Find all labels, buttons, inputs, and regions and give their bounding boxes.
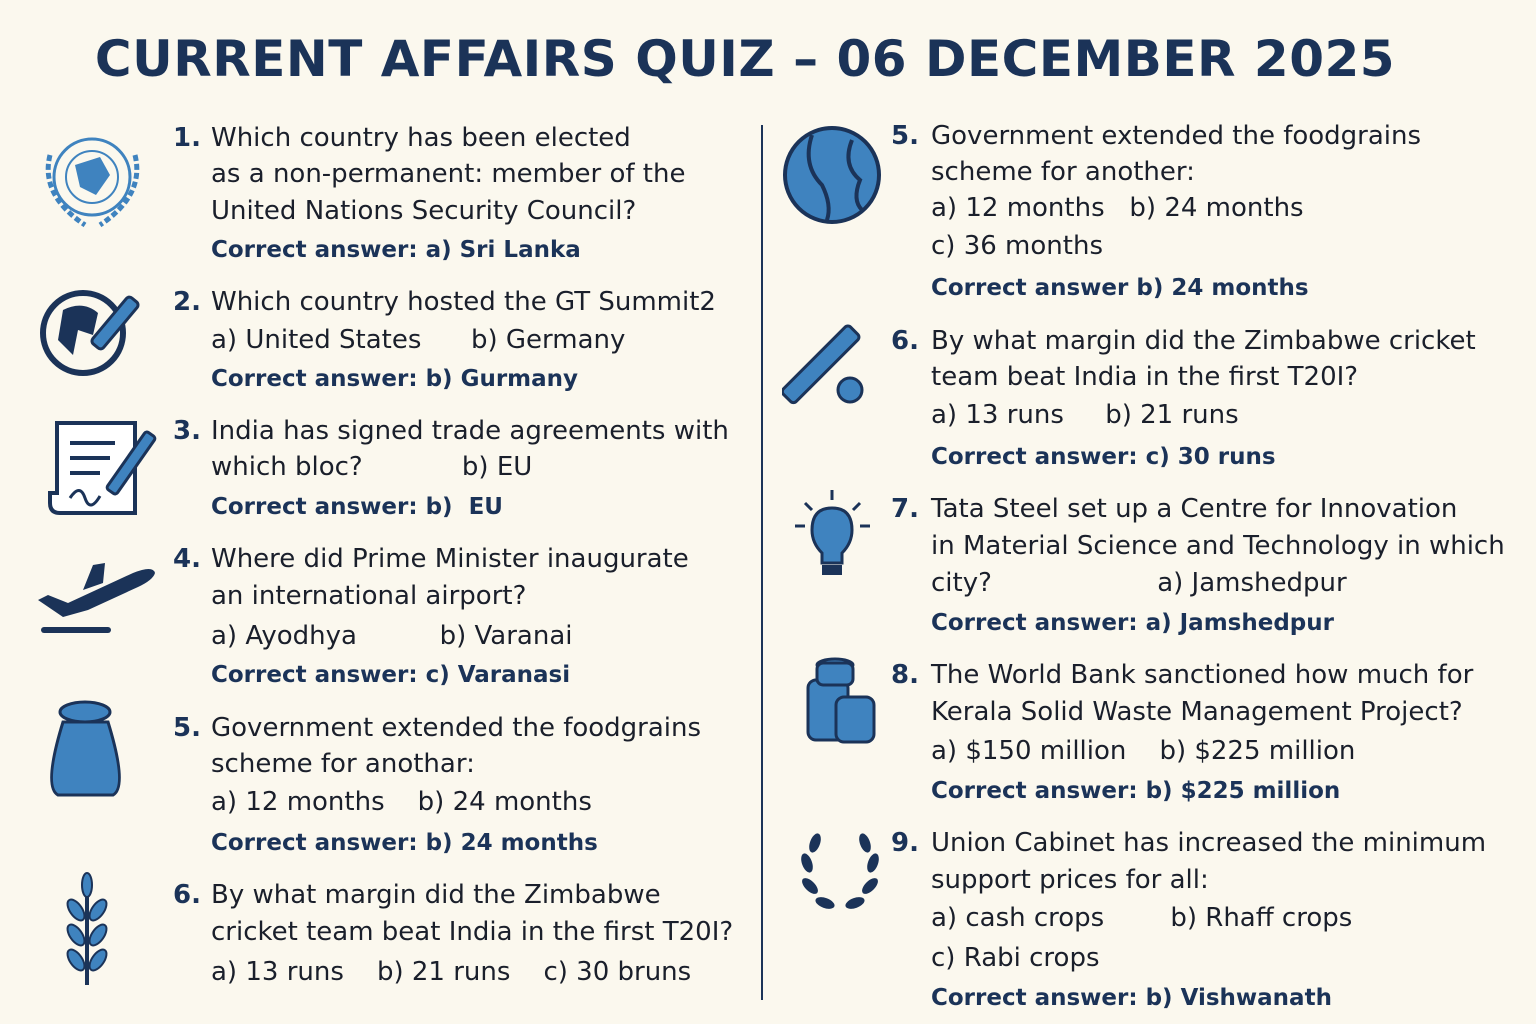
question-number: 8. (891, 660, 919, 690)
question-line: c) Rabi crops (931, 943, 1100, 973)
cricket-bat-ball-icon (780, 312, 877, 416)
correct-answer: Correct answer b) 24 months (931, 275, 1309, 301)
question-line: Kerala Solid Waste Management Project? (931, 697, 1463, 727)
coin-stacks-icon (803, 655, 878, 749)
correct-answer: Correct answer: b) Gurmany (211, 366, 579, 392)
question-line: a) 13 runs b) 21 runs (931, 400, 1239, 430)
question-number: 3. (173, 416, 201, 446)
question-line: a) 12 months b) 24 months (211, 787, 592, 817)
question-line: an international airport? (211, 581, 527, 611)
correct-answer: Correct answer: b) 24 months (211, 830, 598, 856)
question-text: Tata Steel set up a Centre for Innovatio… (931, 494, 1458, 524)
question-text: By what margin did the Zimbabwe (211, 880, 661, 910)
question-number: 5. (173, 713, 201, 743)
question-text: Which country hosted the GT Summit2 (211, 287, 716, 317)
correct-answer: Correct answer: a) Sri Lanka (211, 237, 581, 263)
question-number: 2. (173, 287, 201, 317)
correct-answer: Correct answer: c) 30 runs (931, 444, 1276, 470)
globe-icon (782, 125, 882, 229)
laurel-wreath-icon (795, 828, 885, 922)
question-line: as a non-permanent: member of the (211, 159, 686, 189)
question-line: support prices for all: (931, 865, 1209, 895)
question-text: Where did Prime Minister inaugurate (211, 544, 689, 574)
correct-answer: Correct answer: b) $225 million (931, 778, 1341, 804)
correct-answer: Correct answer: b) EU (211, 494, 503, 520)
correct-answer: Correct answer: c) Varanasi (211, 662, 571, 688)
globe-pencil-icon (38, 285, 153, 384)
question-line: scheme for another: (931, 157, 1195, 187)
question-text: India has signed trade agreements with (211, 416, 729, 446)
question-number: 7. (891, 494, 919, 524)
question-number: 1. (173, 123, 201, 153)
question-text: Government extended the foodgrains (931, 121, 1422, 151)
question-line: a) $150 million b) $225 million (931, 736, 1356, 766)
question-line: a) 13 runs b) 21 runs c) 30 bruns (211, 957, 692, 987)
question-line: a) cash crops b) Rhaff crops (931, 903, 1353, 933)
question-line: a) United States b) Germany (211, 325, 626, 355)
question-line: in Material Science and Technology in wh… (931, 531, 1505, 561)
question-line: scheme for anothar: (211, 749, 475, 779)
correct-answer: Correct answer: a) Jamshedpur (931, 610, 1334, 636)
question-text: By what margin did the Zimbabwe cricket (931, 326, 1476, 356)
question-line: team beat India in the first T20I? (931, 362, 1359, 392)
question-number: 6. (891, 326, 919, 356)
un-emblem-icon (30, 125, 155, 239)
question-number: 4. (173, 544, 201, 574)
wheat-icon (62, 870, 112, 994)
question-number: 6. (173, 880, 201, 910)
question-text: Union Cabinet has increased the minimum (931, 828, 1487, 858)
airplane-takeoff-icon (33, 555, 158, 644)
question-text: The World Bank sanctioned how much for (931, 660, 1474, 690)
signed-document-icon (45, 418, 160, 527)
question-line: cricket team beat India in the first T20… (211, 917, 734, 947)
page-title: CURRENT AFFAIRS QUIZ – 06 DECEMBER 2025 (94, 30, 1396, 88)
lightbulb-icon (790, 488, 875, 587)
question-number: 9. (891, 828, 919, 858)
question-text: Government extended the foodgrains (211, 713, 702, 743)
question-line: United Nations Security Council? (211, 196, 637, 226)
question-line: a) Ayodhya b) Varanai (211, 621, 573, 651)
question-number: 5. (891, 121, 919, 151)
question-line: a) 12 months b) 24 months (931, 193, 1304, 223)
question-line: which bloc? b) EU (211, 452, 533, 482)
question-text: Which country has been elected (211, 123, 631, 153)
correct-answer: Correct answer: b) Vishwanath (931, 985, 1332, 1011)
question-line: city? a) Jamshedpur (931, 568, 1347, 598)
question-line: c) 36 months (931, 231, 1103, 261)
grain-sack-icon (48, 697, 123, 806)
column-divider (761, 125, 763, 1000)
